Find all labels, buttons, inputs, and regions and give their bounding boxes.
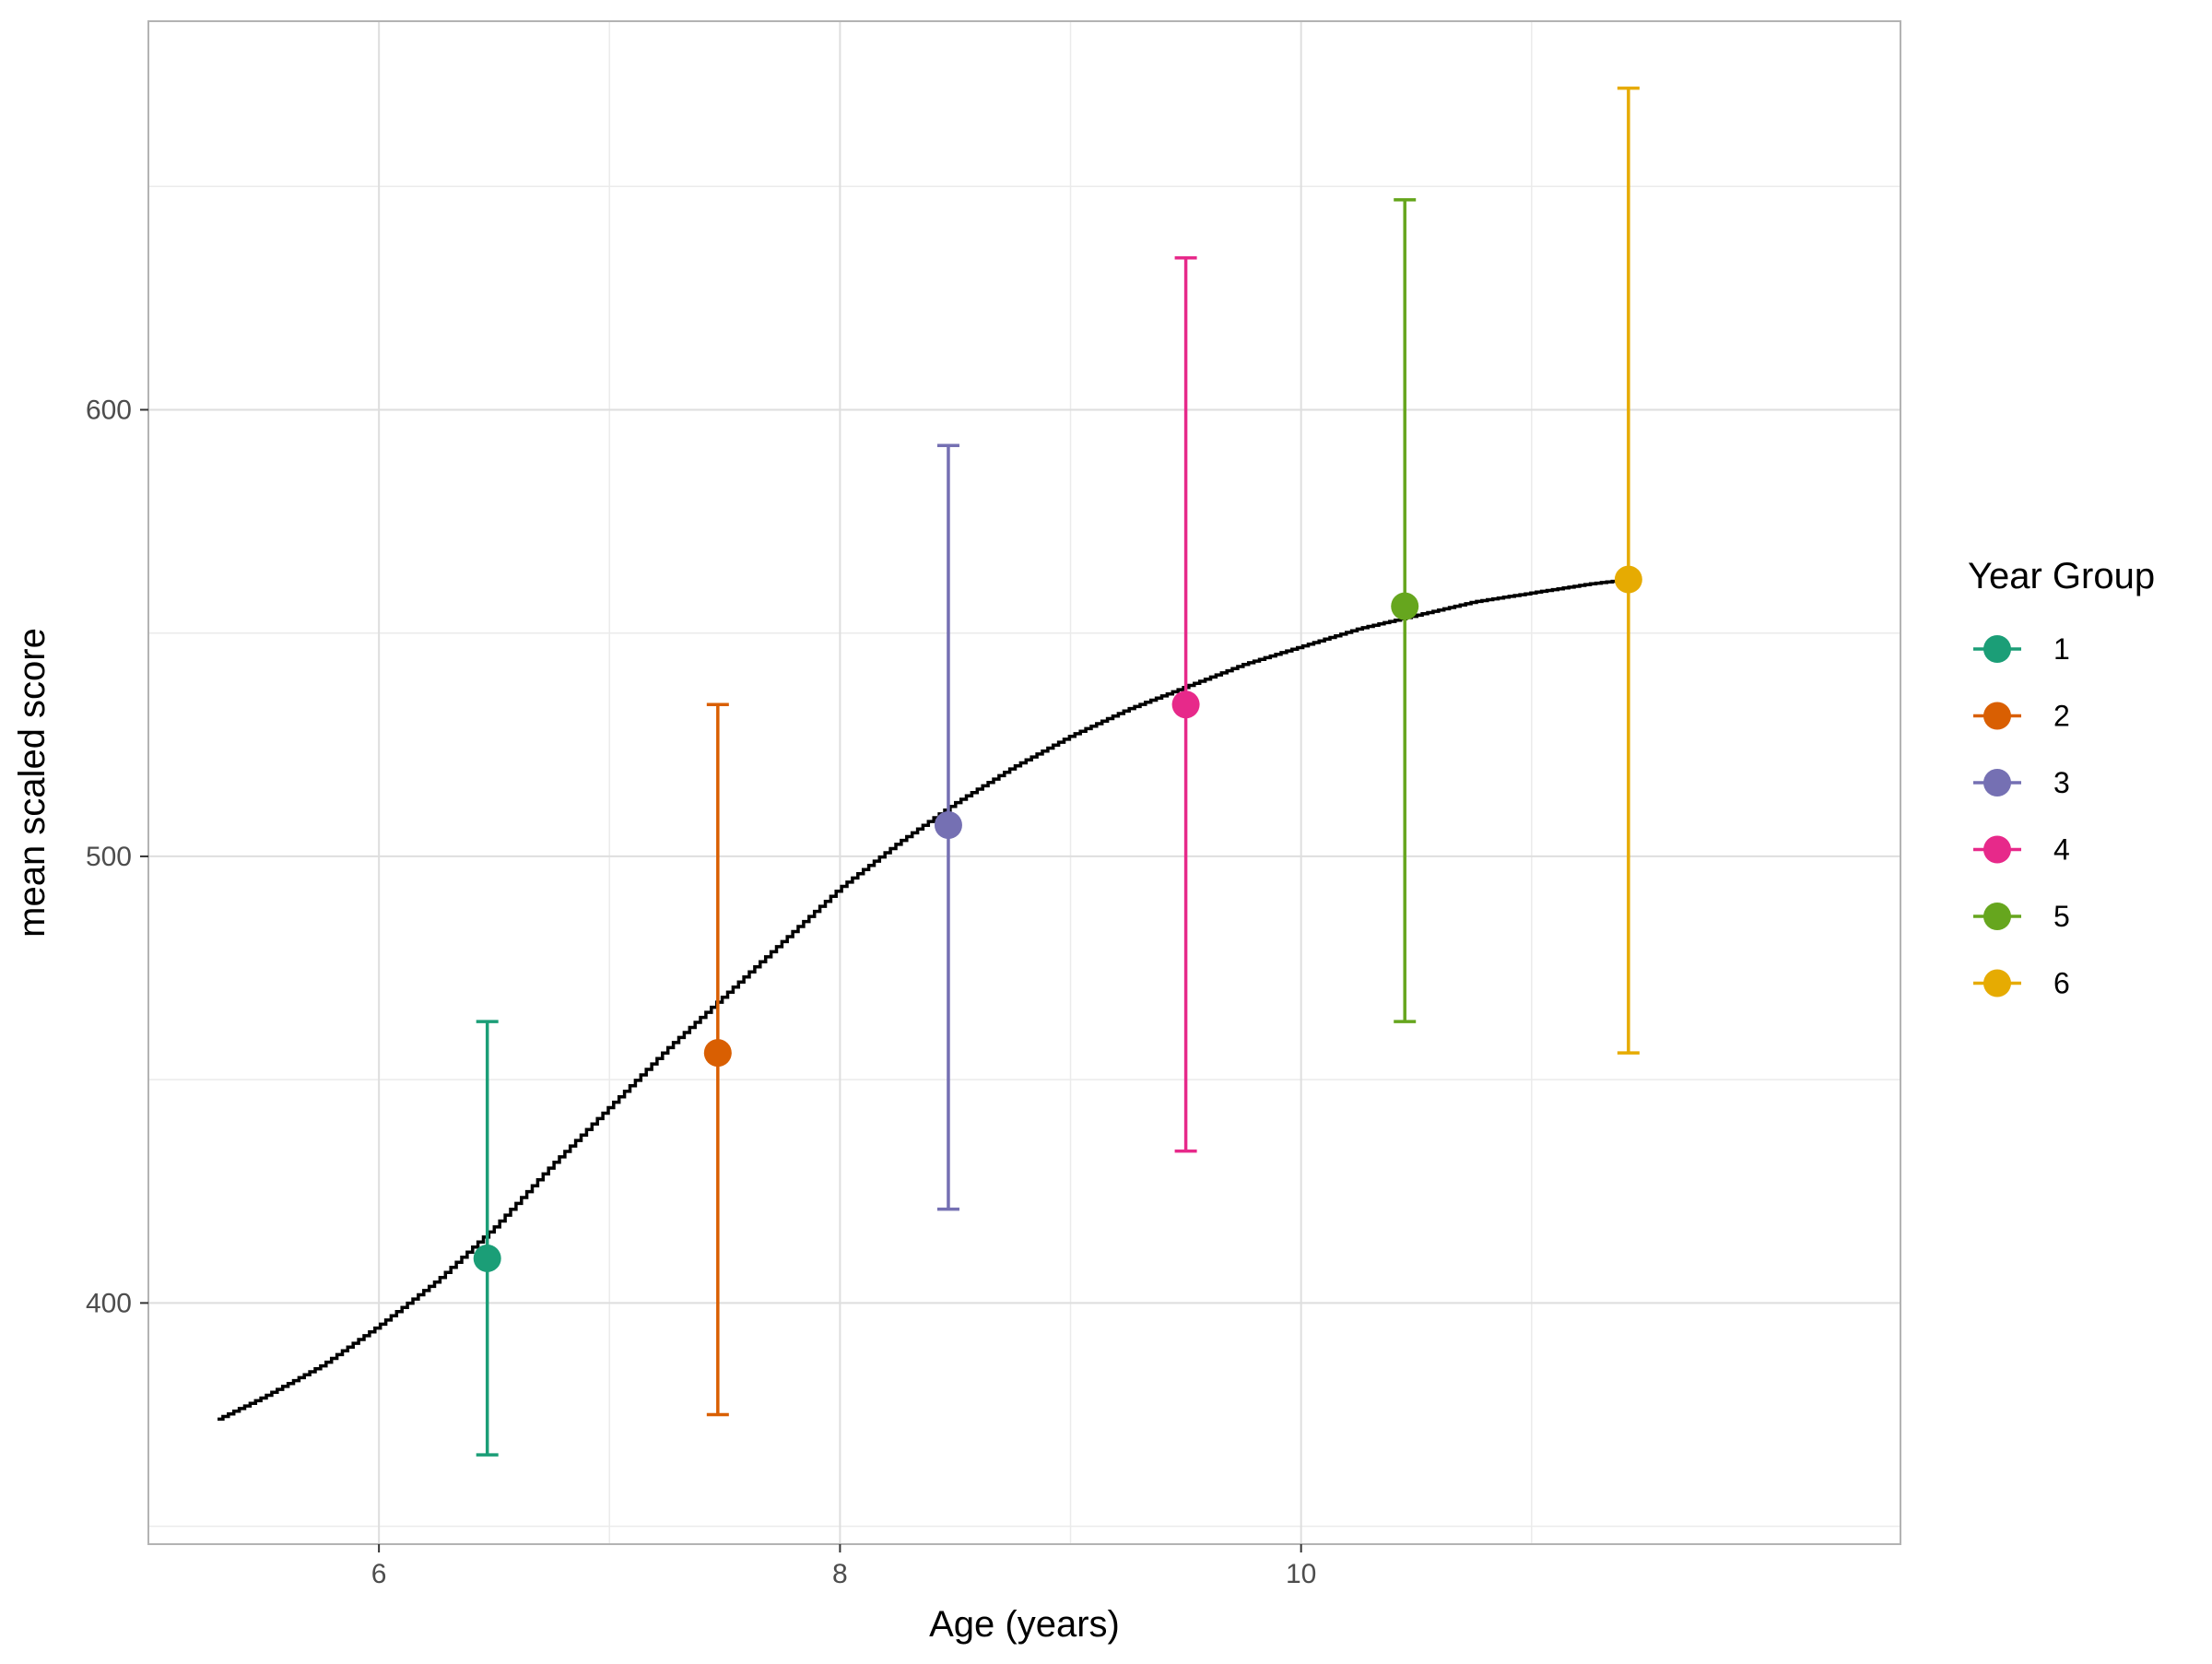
data-point-3	[934, 811, 962, 840]
grid-layer	[148, 21, 1900, 1544]
panel-border	[147, 20, 1901, 1545]
legend-key-point	[1983, 702, 2011, 730]
legend-item-3: 3	[1973, 766, 2070, 799]
axis-layer: 6 8 10 400 500 600	[86, 395, 1316, 1589]
legend: Year Group 1 2 3 4 5 6	[1968, 556, 2155, 1000]
legend-title: Year Group	[1968, 556, 2155, 596]
legend-item-4: 4	[1973, 833, 2070, 867]
legend-item-1: 1	[1973, 632, 2070, 666]
legend-item-2: 2	[1973, 700, 2070, 733]
legend-item-5: 5	[1973, 900, 2070, 933]
data-point-1	[473, 1244, 501, 1272]
legend-item-label: 5	[2053, 900, 2070, 933]
legend-item-6: 6	[1973, 967, 2070, 1000]
legend-item-label: 1	[2053, 632, 2070, 666]
legend-item-label: 4	[2053, 833, 2070, 867]
y-tick-label: 600	[86, 395, 132, 425]
y-axis-title: mean scaled score	[12, 628, 53, 938]
legend-key-point	[1983, 835, 2011, 864]
x-tick-label: 10	[1286, 1559, 1316, 1589]
legend-items: 1 2 3 4 5 6	[1973, 632, 2070, 1000]
x-tick-label: 6	[371, 1559, 387, 1589]
legend-item-label: 2	[2053, 700, 2070, 733]
data-point-6	[1614, 565, 1642, 594]
x-axis-title: Age (years)	[929, 1604, 1120, 1645]
legend-key-point	[1983, 903, 2011, 930]
legend-item-label: 6	[2053, 967, 2070, 1000]
x-tick-label: 8	[832, 1559, 848, 1589]
legend-key-point	[1983, 969, 2011, 997]
y-tick-label: 500	[86, 842, 132, 872]
errorbar-group-1	[476, 1020, 499, 1457]
y-tick-label: 400	[86, 1288, 132, 1318]
point-layer	[473, 565, 1642, 1272]
data-point-2	[703, 1039, 732, 1068]
fitted-curve-line	[218, 578, 1630, 1422]
data-point-5	[1391, 592, 1419, 620]
legend-key-point	[1983, 635, 2011, 663]
curve-layer	[218, 578, 1630, 1422]
legend-key-point	[1983, 769, 2011, 797]
data-point-4	[1171, 690, 1200, 719]
legend-item-label: 3	[2053, 766, 2070, 799]
